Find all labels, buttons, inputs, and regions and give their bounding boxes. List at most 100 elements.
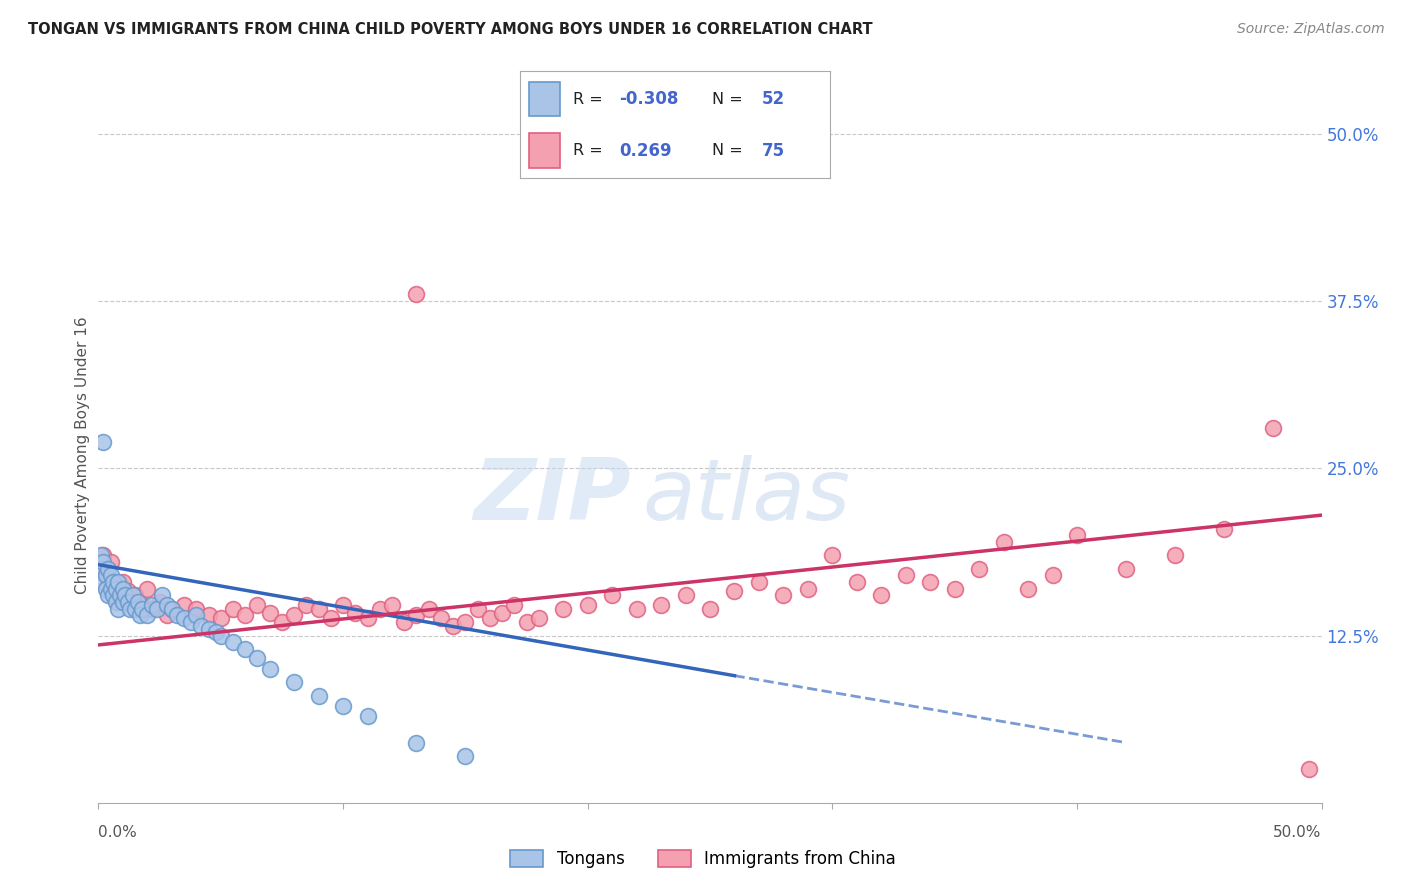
Point [141, 602, 163, 616]
Text: 75: 75 [762, 142, 785, 160]
Point [107, 575, 129, 590]
Point [197, 622, 219, 636]
Point [332, 598, 354, 612]
Point [100, 568, 122, 582]
Point [90, 548, 112, 563]
Text: 0.269: 0.269 [619, 142, 672, 160]
Point [180, 615, 202, 630]
Point [368, 602, 391, 616]
Point [1115, 562, 1137, 576]
Point [114, 589, 136, 603]
Point [430, 611, 453, 625]
Point [356, 708, 378, 723]
Text: -0.308: -0.308 [619, 90, 679, 108]
Point [1042, 568, 1064, 582]
Point [94, 568, 117, 582]
Text: TONGAN VS IMMIGRANTS FROM CHINA CHILD POVERTY AMONG BOYS UNDER 16 CORRELATION CH: TONGAN VS IMMIGRANTS FROM CHINA CHILD PO… [28, 22, 873, 37]
Point [259, 606, 281, 620]
Point [166, 608, 188, 623]
Point [723, 584, 745, 599]
Point [270, 615, 294, 630]
Point [205, 624, 228, 639]
Point [129, 608, 152, 623]
Point [186, 602, 208, 616]
Point [97, 562, 120, 576]
Point [467, 602, 489, 616]
Point [131, 602, 153, 616]
Point [104, 595, 127, 609]
Point [100, 555, 122, 569]
Point [1066, 528, 1088, 542]
Point [160, 602, 183, 616]
Text: 50.0%: 50.0% [1274, 825, 1322, 840]
Point [675, 589, 697, 603]
Text: Source: ZipAtlas.com: Source: ZipAtlas.com [1237, 22, 1385, 37]
Point [141, 598, 163, 612]
Point [515, 615, 537, 630]
Point [97, 589, 120, 603]
Point [101, 575, 124, 590]
Point [1017, 582, 1039, 596]
Point [136, 582, 159, 596]
Point [381, 598, 404, 612]
Point [405, 735, 427, 749]
Point [209, 611, 232, 625]
Y-axis label: Child Poverty Among Boys Under 16: Child Poverty Among Boys Under 16 [75, 316, 90, 594]
Point [626, 602, 648, 616]
Text: 52: 52 [762, 90, 785, 108]
Point [491, 606, 513, 620]
Point [124, 602, 146, 616]
Point [91, 548, 114, 563]
Point [186, 608, 208, 623]
Point [127, 595, 149, 609]
Point [104, 582, 127, 596]
Text: N =: N = [711, 143, 748, 158]
Bar [530, 82, 561, 116]
Point [699, 602, 721, 616]
Legend: Tongans, Immigrants from China: Tongans, Immigrants from China [503, 843, 903, 875]
Point [190, 619, 212, 633]
Point [222, 635, 245, 649]
Point [332, 699, 354, 714]
Point [576, 598, 599, 612]
Point [150, 589, 173, 603]
Point [124, 589, 146, 603]
Point [943, 582, 966, 596]
Point [392, 615, 416, 630]
Point [149, 595, 172, 609]
Point [117, 584, 139, 599]
Point [222, 602, 245, 616]
Point [454, 615, 477, 630]
Text: atlas: atlas [643, 455, 851, 538]
Point [107, 602, 129, 616]
Point [503, 598, 526, 612]
Point [94, 568, 117, 582]
Point [101, 589, 124, 603]
Point [1164, 548, 1187, 563]
Point [90, 562, 112, 576]
Point [121, 589, 143, 603]
Text: ZIP: ZIP [472, 455, 630, 538]
Point [441, 619, 464, 633]
Point [344, 606, 367, 620]
Point [920, 575, 942, 590]
Point [772, 589, 794, 603]
Point [870, 589, 893, 603]
Point [553, 602, 575, 616]
Text: R =: R = [572, 92, 607, 107]
Point [101, 589, 124, 603]
Point [233, 642, 256, 657]
Point [246, 598, 269, 612]
Point [233, 608, 256, 623]
Point [894, 568, 917, 582]
Point [993, 535, 1015, 549]
Point [131, 598, 153, 612]
Point [100, 582, 122, 596]
Point [454, 749, 477, 764]
Point [478, 611, 501, 625]
Point [91, 555, 114, 569]
Point [104, 582, 127, 596]
Point [259, 662, 281, 676]
Point [295, 598, 318, 612]
Point [91, 434, 114, 449]
